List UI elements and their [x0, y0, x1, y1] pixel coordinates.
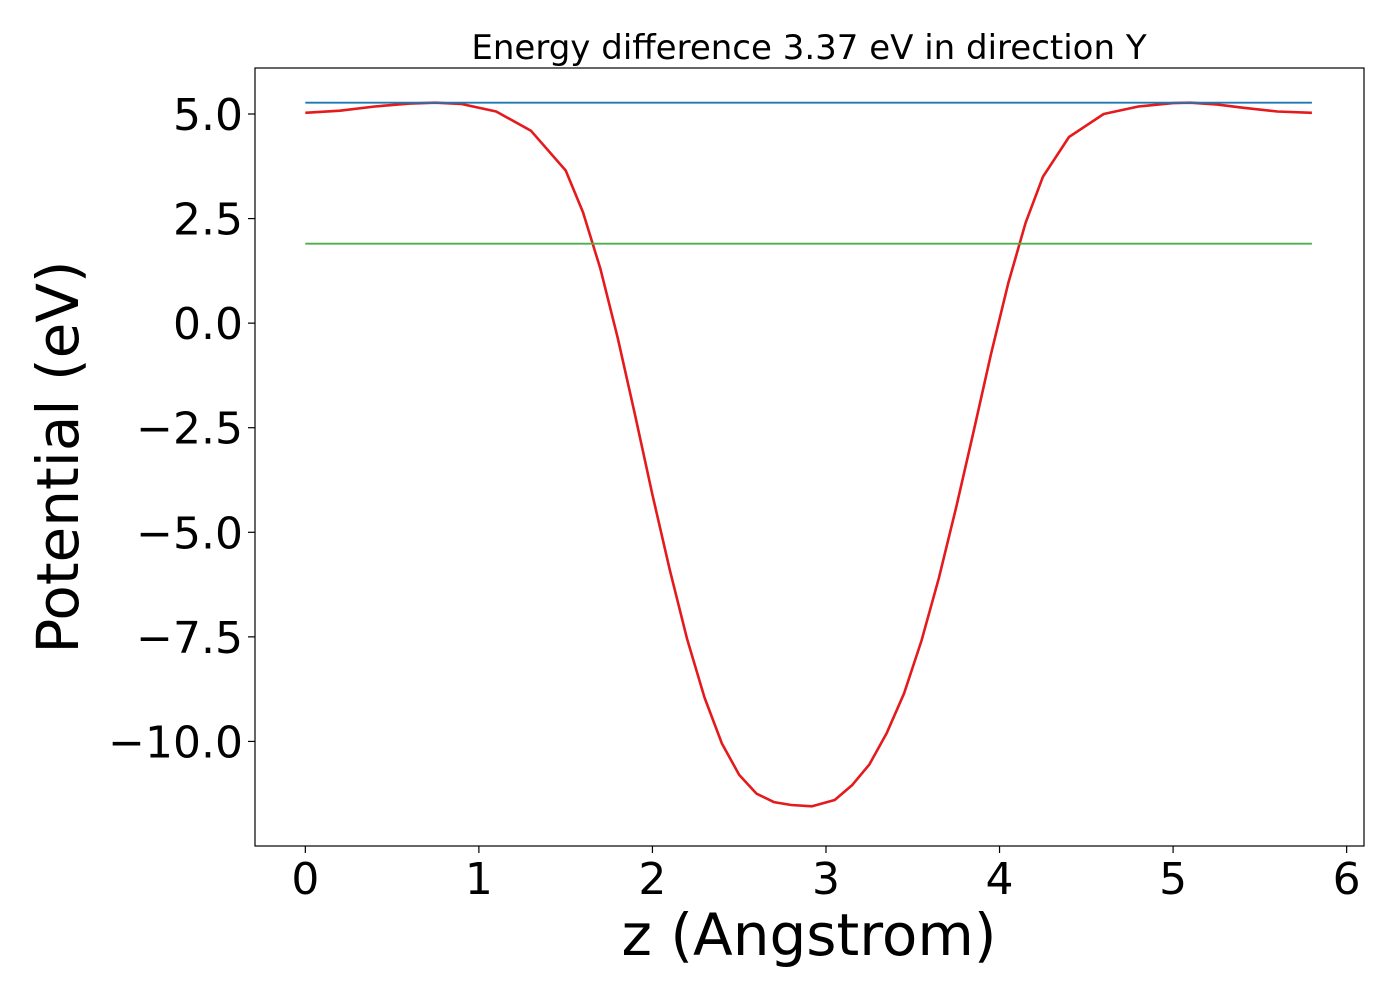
y-tick-label: −5.0 [136, 508, 243, 559]
y-axis-ticks: 5.0 2.5 0.0 −2.5 −5.0 −7.5 −10.0 [108, 90, 255, 768]
y-tick-label: 5.0 [173, 90, 243, 141]
x-tick-label: 5 [1159, 854, 1187, 905]
plot-frame [254, 67, 1365, 847]
x-tick-label: 2 [638, 854, 666, 905]
series-line-0 [305, 101, 1312, 808]
series-lines [305, 101, 1312, 808]
x-tick-label: 0 [291, 854, 319, 905]
x-tick-label: 4 [986, 854, 1014, 905]
y-tick-label: −10.0 [108, 717, 243, 768]
y-axis-title: Potential (eV) [24, 260, 92, 653]
x-axis-title: z (Angstrom) [622, 901, 997, 969]
x-tick-label: 3 [812, 854, 840, 905]
y-tick-label: 2.5 [173, 195, 243, 246]
chart-title: Energy difference 3.37 eV in direction Y [471, 28, 1146, 68]
x-axis-ticks: 0 1 2 3 4 5 6 [291, 846, 1361, 905]
y-tick-label: −7.5 [136, 613, 243, 664]
x-tick-label: 1 [465, 854, 493, 905]
y-tick-label: 0.0 [173, 299, 243, 350]
x-tick-label: 6 [1333, 854, 1361, 905]
y-tick-label: −2.5 [136, 404, 243, 455]
